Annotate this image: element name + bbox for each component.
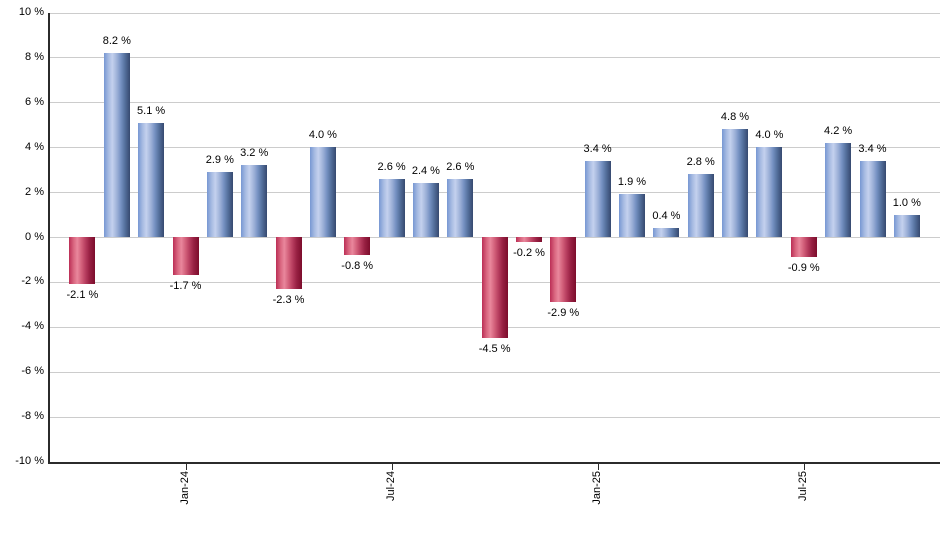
- bar-value-label: 1.0 %: [892, 196, 921, 209]
- bar-Apr-24: [275, 237, 302, 289]
- bar-Aug-25: [825, 142, 852, 237]
- bar-value-label: 5.1 %: [137, 104, 166, 117]
- bar-Oct-23: [69, 237, 96, 285]
- bar-Dec-23: [138, 122, 165, 237]
- bar-Aug-24: [412, 183, 439, 237]
- bar-value-label: 2.6 %: [377, 160, 406, 173]
- y-axis-tick-label: 10 %: [18, 6, 44, 18]
- bar-Sep-25: [859, 160, 886, 237]
- gridline-6: [49, 102, 940, 104]
- x-axis-tick: [391, 463, 393, 470]
- y-axis-tick-label: 6 %: [25, 95, 44, 108]
- gridline--6: [49, 371, 940, 373]
- y-axis-tick-label: -4 %: [21, 320, 44, 333]
- y-axis-tick-label: -8 %: [21, 410, 44, 423]
- bar-value-label: -2.9 %: [547, 307, 580, 320]
- bar-May-25: [722, 129, 748, 237]
- bar-value-label: 4.0 %: [308, 129, 337, 142]
- bar-value-label: -1.7 %: [169, 280, 202, 293]
- y-axis-tick-label: 0 %: [25, 230, 44, 243]
- bar-Oct-25: [893, 214, 920, 237]
- bar-value-label: 3.2 %: [240, 147, 269, 160]
- bar-Mar-24: [241, 165, 268, 237]
- bar-Feb-25: [619, 194, 645, 237]
- bar-Jun-24: [344, 237, 371, 255]
- bar-Jan-24: [172, 237, 199, 276]
- bar-value-label: 2.9 %: [205, 153, 234, 166]
- gridline-8: [49, 57, 940, 59]
- bar-Dec-24: [550, 237, 577, 303]
- x-axis-tick: [803, 463, 805, 470]
- y-axis-tick-label: 8 %: [25, 50, 44, 63]
- x-axis-tick-label: Jul-24: [385, 470, 398, 501]
- gridline--8: [49, 416, 940, 418]
- bar-Nov-24: [516, 237, 542, 242]
- bar-Jul-24: [378, 178, 405, 237]
- x-axis-tick-label: Jan-25: [591, 470, 604, 505]
- bar-May-24: [309, 147, 336, 237]
- bar-value-label: 3.4 %: [583, 142, 612, 155]
- y-axis-tick-label: -6 %: [21, 365, 44, 378]
- y-axis-tick-label: -10 %: [15, 455, 44, 467]
- bar-value-label: -4.5 %: [478, 343, 511, 355]
- y-axis-tick-label: 4 %: [25, 140, 44, 153]
- bar-value-label: 2.4 %: [411, 165, 440, 178]
- x-axis-line: [48, 461, 940, 464]
- bar-value-label: -0.9 %: [787, 262, 820, 275]
- bar-value-label: -0.8 %: [341, 260, 374, 272]
- x-axis-tick-label: Jul-25: [797, 470, 810, 501]
- bar-Nov-23: [103, 52, 130, 237]
- bar-value-label: 8.2 %: [102, 34, 131, 47]
- x-axis-tick: [597, 463, 599, 470]
- bar-Jun-25: [756, 147, 783, 237]
- bar-value-label: -2.3 %: [272, 293, 305, 306]
- bar-value-label: 2.6 %: [446, 160, 475, 173]
- gridline-10: [49, 12, 940, 14]
- bar-value-label: 1.9 %: [617, 176, 647, 189]
- y-axis-tick-label: -2 %: [21, 275, 44, 288]
- bar-Sep-24: [447, 178, 474, 237]
- gridline-2: [49, 192, 940, 194]
- y-axis-tick-label: 2 %: [25, 185, 44, 198]
- bar-value-label: -0.2 %: [513, 246, 545, 259]
- bar-Jan-25: [584, 160, 611, 237]
- bar-value-label: 4.0 %: [755, 129, 784, 142]
- bar-value-label: 2.8 %: [686, 156, 715, 169]
- bar-value-label: 3.4 %: [858, 142, 887, 155]
- bar-Oct-24: [481, 237, 508, 338]
- x-axis-tick-label: Jan-24: [179, 470, 191, 505]
- bar-Mar-25: [653, 228, 680, 237]
- x-axis-tick: [185, 463, 187, 470]
- bar-Feb-24: [206, 171, 233, 237]
- bar-Jul-25: [790, 237, 817, 258]
- bar-value-label: 0.4 %: [652, 210, 681, 222]
- bar-value-label: -2.1 %: [66, 289, 99, 302]
- gridline-4: [49, 147, 940, 149]
- bar-value-label: 4.8 %: [720, 111, 750, 124]
- bar-Apr-25: [687, 174, 714, 237]
- y-axis-line: [48, 12, 50, 463]
- bar-value-label: 4.2 %: [824, 124, 853, 137]
